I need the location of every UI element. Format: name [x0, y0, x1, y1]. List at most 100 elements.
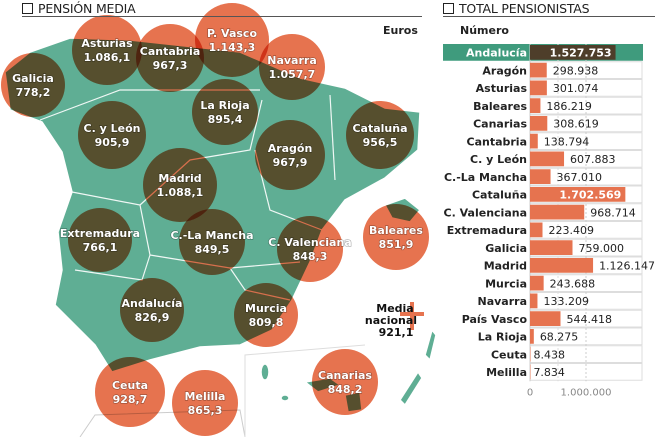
region-value: 851,9 — [379, 238, 414, 251]
media-nacional-label2: nacional — [365, 314, 417, 327]
region-name: Melilla — [185, 390, 226, 403]
region-value: 809,8 — [249, 316, 284, 329]
bubble-madrid — [143, 148, 217, 222]
bar-value-label: 133.209 — [543, 295, 589, 308]
bar-value-label: 8.438 — [533, 348, 565, 361]
bubble-p-vasco — [195, 3, 269, 77]
bubble-circle — [78, 101, 146, 169]
canarias-island — [424, 328, 437, 362]
tick-label: 0 — [527, 387, 533, 398]
region-value: 848,2 — [328, 383, 363, 396]
bar-category-label: Galicia — [485, 242, 527, 255]
bubble-circle — [312, 349, 378, 415]
bubble-circle — [255, 120, 325, 190]
bar-value-label: 1.527.753 — [550, 47, 612, 60]
bar-value-label: 186.219 — [546, 100, 592, 113]
region-value: 1.143,3 — [209, 41, 256, 54]
row-bg — [529, 274, 643, 292]
bubble-circle — [277, 216, 343, 282]
region-name: P. Vasco — [207, 27, 257, 40]
highlight-row — [443, 44, 643, 61]
unit-euros: Euros — [383, 24, 418, 37]
bar — [530, 151, 565, 167]
bubble-c-y-león — [78, 101, 146, 169]
media-nacional-value: 921,1 — [379, 326, 414, 339]
canarias-island — [260, 363, 270, 381]
bar-value-label: 298.938 — [553, 64, 599, 77]
row-bg — [529, 238, 643, 257]
bar-category-label: Extremadura — [447, 224, 527, 237]
row-bg — [529, 203, 643, 221]
bubble-circle — [195, 3, 269, 77]
bubble-circle — [259, 34, 325, 100]
bar — [530, 187, 626, 202]
bar-category-label: C. y León — [470, 153, 527, 166]
bar-value-label: 1.126.147 — [599, 260, 655, 273]
bubble-circle — [234, 283, 298, 347]
bar-category-label: Murcia — [485, 277, 527, 290]
region-name: Cantabria — [140, 45, 201, 58]
bubble-circle — [72, 15, 142, 85]
pension-media-header: PENSIÓN MEDIA — [22, 0, 422, 17]
total-pensionistas-title: TOTAL PENSIONISTAS — [459, 0, 590, 16]
region-name: Extremadura — [60, 227, 140, 240]
tick-label: 1.000.000 — [561, 387, 612, 398]
bubble-circle — [143, 148, 217, 222]
region-value: 905,9 — [95, 136, 130, 149]
region-value: 849,5 — [195, 243, 230, 256]
region-value: 1.086,1 — [84, 51, 131, 64]
unit-numero: Número — [460, 24, 509, 37]
bar-category-label: C.-La Mancha — [444, 171, 527, 184]
region-value: 967,9 — [273, 156, 308, 169]
bubble-melilla — [172, 370, 238, 436]
bar-value-label: 223.409 — [549, 224, 595, 237]
region-name: Murcia — [245, 302, 287, 315]
row-bg — [529, 61, 643, 79]
bubble-circle — [95, 357, 165, 427]
bubble-circle — [136, 24, 204, 92]
region-value: 1.088,1 — [157, 186, 204, 199]
media-nacional-label: Media — [376, 302, 413, 315]
region-name: Canarias — [318, 369, 372, 382]
region-value: 1.057,7 — [269, 68, 316, 81]
bubble-circle — [363, 204, 429, 270]
canarias-inset — [244, 344, 366, 437]
bar — [530, 240, 573, 255]
bar-category-label: Navarra — [478, 295, 528, 308]
bubble-circle — [179, 209, 245, 275]
bar-category-label: Andalucía — [466, 47, 527, 60]
canarias-island — [280, 394, 290, 402]
region-value: 928,7 — [113, 393, 148, 406]
bubble-andalucía — [120, 278, 184, 342]
bubble-baleares — [363, 204, 429, 270]
region-name: Asturias — [81, 37, 133, 50]
row-bg — [529, 309, 643, 328]
region-name: Madrid — [158, 172, 201, 185]
bar — [530, 293, 538, 309]
bar — [530, 311, 561, 326]
bar-value-label: 968.714 — [590, 206, 636, 219]
row-bg — [529, 345, 643, 363]
bar-value-label: 7.834 — [533, 366, 565, 379]
row-bg — [529, 150, 643, 168]
bar-category-label: Asturias — [476, 82, 528, 95]
total-pensionistas-header: TOTAL PENSIONISTAS — [443, 0, 655, 17]
bubble-cantabria — [136, 24, 204, 92]
bar-category-label: Cataluña — [472, 189, 527, 202]
bar-category-label: C. Valenciana — [444, 206, 527, 219]
row-bg — [529, 256, 643, 275]
bar-value-label: 243.688 — [550, 277, 596, 290]
row-bg — [529, 221, 643, 239]
bubble-galicia — [1, 53, 65, 117]
region-name: Galicia — [12, 72, 54, 85]
bubble-asturias — [72, 15, 142, 85]
region-name: C. y León — [84, 122, 141, 135]
bar — [530, 45, 616, 60]
region-name: C. Valenciana — [268, 236, 351, 249]
bubble-circle — [346, 101, 414, 169]
bar — [530, 62, 547, 78]
region-value: 865,3 — [188, 404, 223, 417]
bar-category-label: Madrid — [484, 260, 527, 273]
checkbox-square-icon — [22, 2, 33, 14]
bar — [530, 222, 543, 238]
